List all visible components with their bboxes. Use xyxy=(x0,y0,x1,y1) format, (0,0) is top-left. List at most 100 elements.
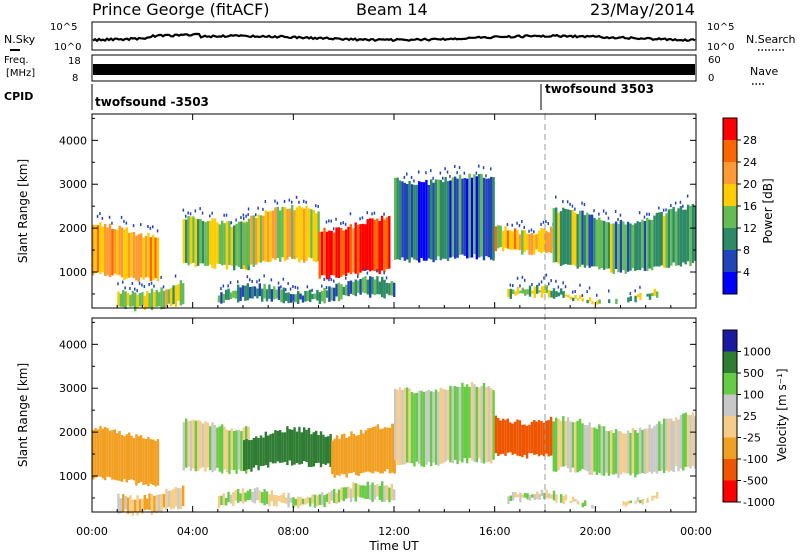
echo-speckle xyxy=(251,280,253,283)
echo-cell xyxy=(583,215,587,268)
nave-tick-high: 60 xyxy=(708,55,721,66)
echo-cell xyxy=(514,492,517,498)
echo-cell xyxy=(665,418,668,471)
echo-cell xyxy=(538,493,541,500)
echo-cell xyxy=(217,295,221,303)
colorbar-segment xyxy=(723,140,737,162)
echo-cell xyxy=(662,418,666,473)
echo-cell xyxy=(328,492,331,504)
colorbar-segment xyxy=(723,272,737,294)
echo-cell xyxy=(394,177,397,260)
echo-cell xyxy=(289,497,293,503)
echo-speckle xyxy=(187,211,189,215)
echo-cell xyxy=(528,233,531,255)
echo-cell xyxy=(512,289,515,294)
echo-cell xyxy=(547,420,550,457)
y-tick-label: 1000 xyxy=(59,266,87,279)
echo-cell xyxy=(622,501,625,506)
echo-speckle xyxy=(263,274,265,278)
echo-cell xyxy=(323,495,326,508)
echo-cell xyxy=(106,227,109,276)
echo-speckle xyxy=(383,212,385,216)
echo-cell xyxy=(232,492,235,506)
echo-cell xyxy=(250,215,253,265)
echo-cell xyxy=(548,493,551,499)
echo-speckle xyxy=(242,213,245,217)
power-echo-marks xyxy=(92,164,697,312)
echo-speckle xyxy=(629,292,632,296)
echo-cell xyxy=(246,283,249,301)
echo-cell xyxy=(434,389,438,465)
echo-cell xyxy=(132,232,136,279)
echo-cell xyxy=(576,500,580,505)
echo-cell xyxy=(509,230,512,250)
echo-speckle xyxy=(643,215,646,219)
echo-cell xyxy=(322,434,325,464)
echo-cell xyxy=(456,178,459,258)
echo-cell xyxy=(655,212,659,267)
echo-cell xyxy=(361,485,365,498)
echo-cell xyxy=(230,226,233,266)
echo-speckle xyxy=(359,217,361,221)
echo-cell xyxy=(511,231,514,250)
echo-cell xyxy=(177,284,180,301)
echo-speckle xyxy=(571,204,574,208)
echo-speckle xyxy=(403,175,406,179)
echo-cell xyxy=(213,218,217,269)
echo-cell xyxy=(258,283,261,297)
echo-cell xyxy=(383,485,386,502)
echo-cell xyxy=(96,225,100,273)
echo-cell xyxy=(239,287,242,301)
echo-cell xyxy=(670,418,673,471)
echo-speckle xyxy=(562,200,564,204)
echo-cell xyxy=(542,228,546,252)
echo-cell xyxy=(209,220,212,265)
echo-cell xyxy=(641,219,644,268)
echo-speckle xyxy=(596,293,598,297)
echo-cell xyxy=(574,212,577,266)
echo-cell xyxy=(446,181,450,261)
echo-cell xyxy=(142,237,145,280)
echo-cell xyxy=(153,292,156,307)
echo-cell xyxy=(337,227,341,278)
echo-cell xyxy=(470,382,474,461)
echo-speckle xyxy=(674,201,677,205)
echo-cell xyxy=(545,285,548,294)
echo-cell xyxy=(347,226,350,273)
echo-speckle xyxy=(256,280,258,284)
echo-cell xyxy=(492,177,495,261)
echo-cell xyxy=(182,283,185,305)
echo-cell xyxy=(439,387,442,464)
echo-cell xyxy=(146,498,149,510)
echo-cell xyxy=(562,416,565,467)
echo-cell xyxy=(562,207,565,265)
echo-cell xyxy=(227,491,230,503)
colorbar-segment xyxy=(723,162,737,184)
echo-cell xyxy=(325,231,329,280)
echo-cell xyxy=(629,432,632,476)
colorbar-tick-label: -1000 xyxy=(743,496,775,509)
echo-cell xyxy=(629,500,632,504)
echo-cell xyxy=(439,179,442,261)
echo-cell xyxy=(234,489,237,501)
echo-cell xyxy=(497,225,500,249)
echo-cell xyxy=(533,420,536,455)
echo-cell xyxy=(658,421,661,471)
echo-cell xyxy=(307,208,311,258)
echo-speckle xyxy=(574,207,576,211)
echo-speckle xyxy=(150,281,153,285)
echo-cell xyxy=(631,224,635,269)
echo-cell xyxy=(240,431,243,471)
echo-speckle xyxy=(634,289,636,293)
echo-cell xyxy=(598,424,601,473)
echo-cell xyxy=(540,227,543,254)
echo-cell xyxy=(108,430,112,478)
echo-cell xyxy=(320,231,324,276)
echo-cell xyxy=(602,426,606,476)
echo-cell xyxy=(406,387,409,463)
echo-cell xyxy=(537,230,541,252)
echo-speckle xyxy=(432,176,434,180)
echo-speckle xyxy=(619,213,622,217)
echo-cell xyxy=(253,286,257,297)
